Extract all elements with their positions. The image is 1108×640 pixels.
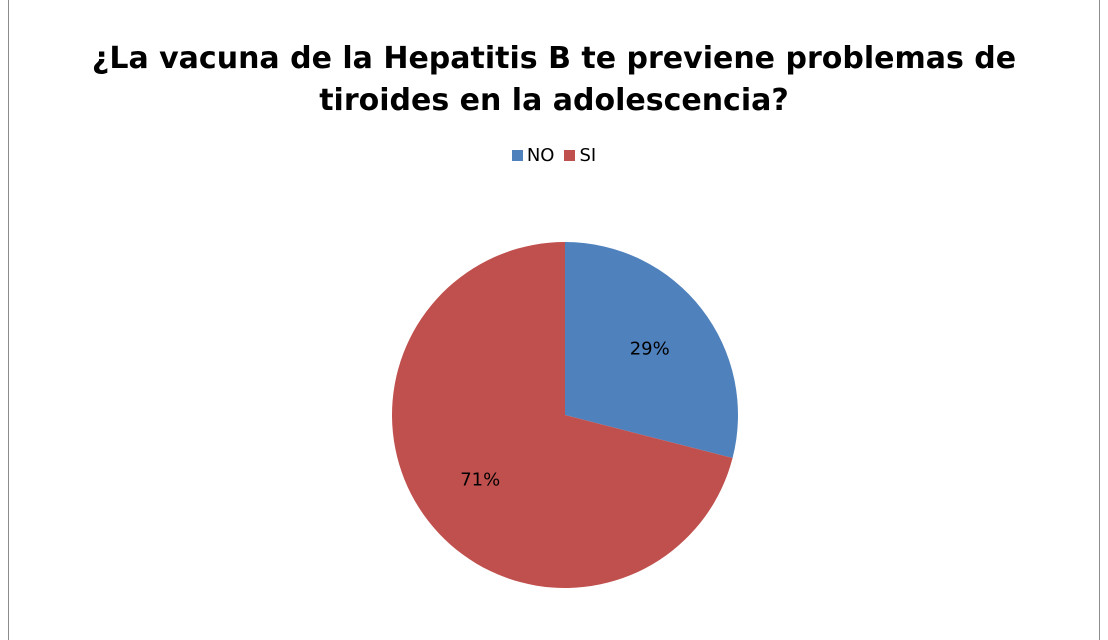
legend-swatch-si (564, 150, 576, 161)
legend-label-si: SI (579, 145, 597, 166)
legend-label-no: NO (526, 145, 555, 166)
chart-title: ¿La vacuna de la Hepatitis B te previene… (91, 41, 1017, 118)
legend: NO SI (9, 145, 1099, 166)
legend-item-si: SI (564, 145, 596, 166)
slice-label-si: 71% (460, 470, 500, 491)
chart-frame: ¿La vacuna de la Hepatitis B te previene… (8, 0, 1100, 640)
pie-chart: 29% 71% (392, 242, 738, 588)
legend-item-no: NO (511, 145, 555, 166)
pie-slice-no (565, 242, 738, 459)
legend-swatch-no (511, 150, 523, 161)
slice-label-no: 29% (630, 338, 670, 359)
pie-slice-si (392, 242, 733, 588)
